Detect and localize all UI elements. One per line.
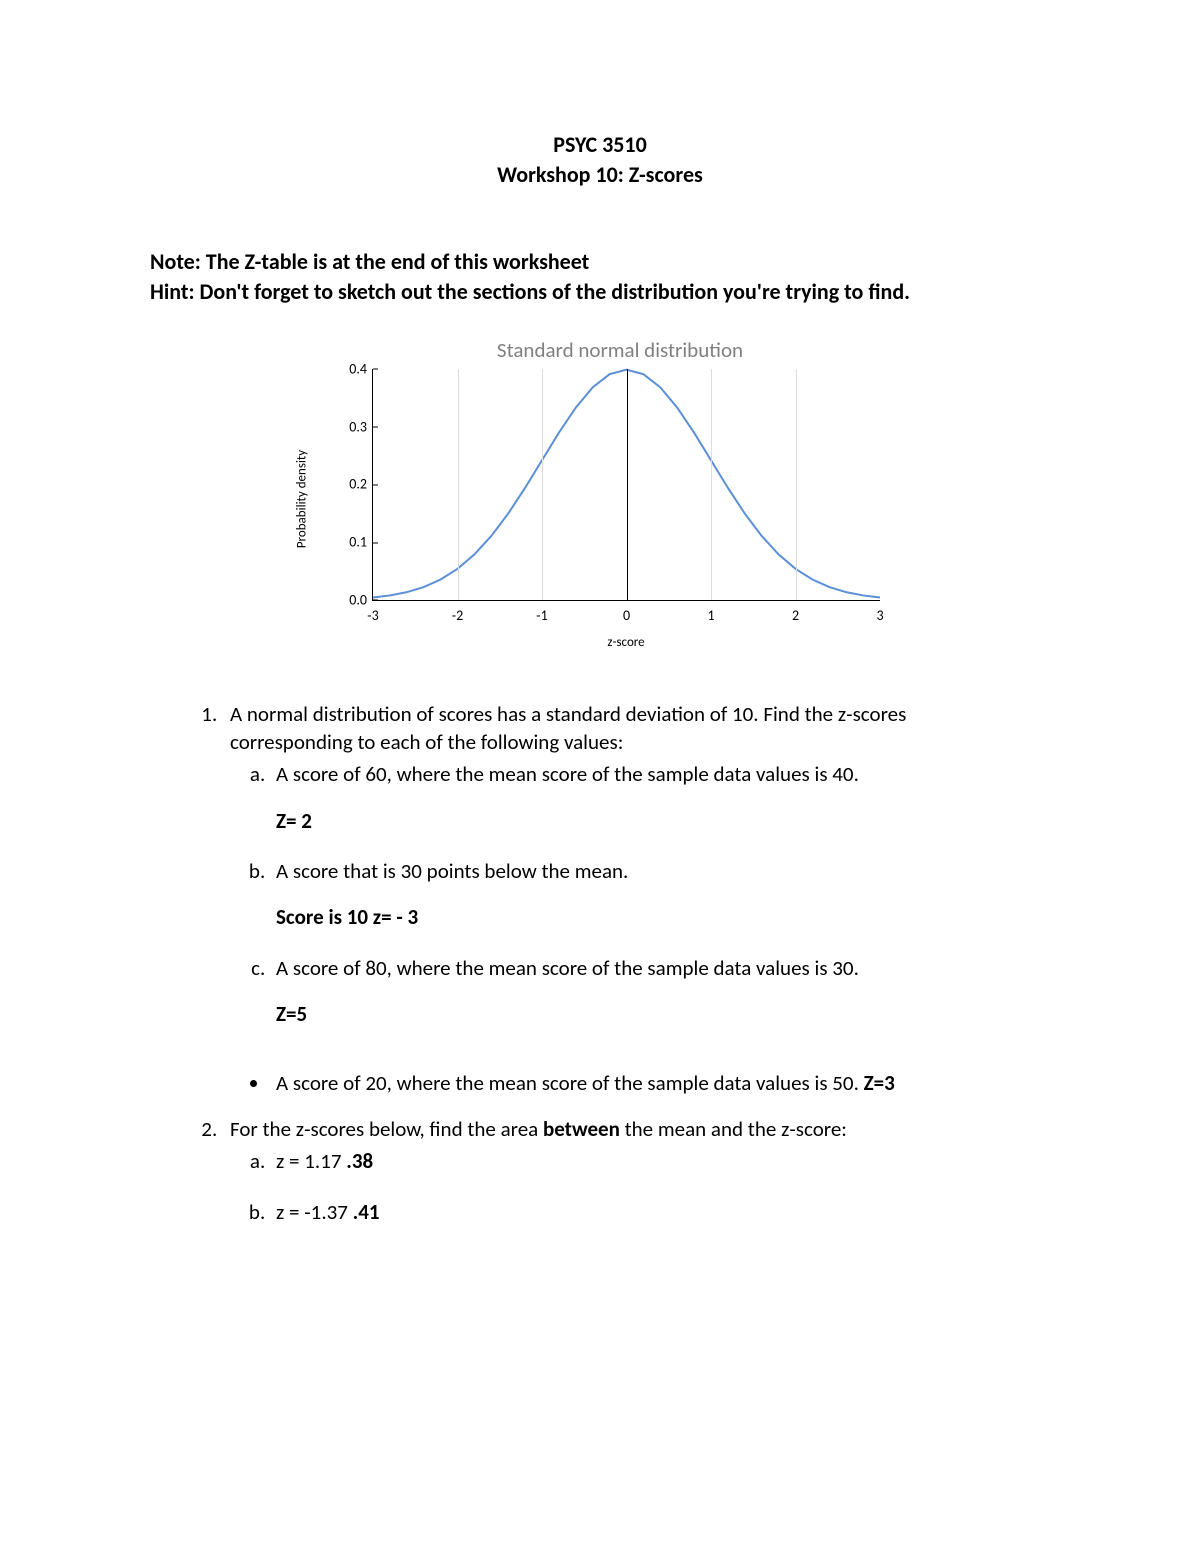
- hint-line: Hint: Don't forget to sketch out the sec…: [150, 277, 1050, 307]
- q1-a-text: A score of 60, where the mean score of t…: [276, 761, 859, 787]
- q1-bullet-text: A score of 20, where the mean score of t…: [276, 1070, 864, 1096]
- q1-c-answer: Z=5: [276, 1000, 1050, 1028]
- y-tick: 0.0: [333, 591, 367, 608]
- worksheet-page: PSYC 3510 Workshop 10: Z-scores Note: Th…: [0, 0, 1200, 1304]
- y-tick: 0.1: [333, 534, 367, 551]
- gridline: [796, 369, 797, 600]
- y-tick: 0.4: [333, 360, 367, 377]
- q1-bullet-answer: Z=3: [864, 1070, 895, 1096]
- q1-b: A score that is 30 points below the mean…: [270, 857, 1050, 932]
- notes-block: Note: The Z-table is at the end of this …: [150, 247, 1050, 306]
- x-tick: 1: [707, 607, 714, 624]
- gridline: [711, 369, 712, 600]
- q1-b-text: A score that is 30 points below the mean…: [276, 858, 628, 884]
- x-tick: 3: [876, 607, 883, 624]
- q1-c-text: A score of 80, where the mean score of t…: [276, 955, 859, 981]
- q2-stem-pre: For the z-scores below, find the area: [230, 1116, 543, 1142]
- y-tick: 0.2: [333, 476, 367, 493]
- x-tick: 0: [623, 607, 630, 624]
- q1-c: A score of 80, where the mean score of t…: [270, 954, 1050, 1029]
- question-1: A normal distribution of scores has a st…: [222, 700, 1050, 1097]
- y-axis-label: Probability density: [295, 450, 310, 548]
- plot-region: 0.00.10.20.30.4-3-2-10123: [372, 369, 880, 601]
- q2-stem-bold: between: [543, 1116, 620, 1142]
- q1-a-answer: Z= 2: [276, 807, 1050, 835]
- q2-subparts: z = 1.17 .38 z = -1.37 .41: [230, 1147, 1050, 1226]
- gridline: [458, 369, 459, 600]
- question-2: For the z-scores below, find the area be…: [222, 1115, 1050, 1226]
- q1-b-answer: Score is 10 z= - 3: [276, 903, 1050, 931]
- question-list: A normal distribution of scores has a st…: [150, 700, 1050, 1226]
- page-header: PSYC 3510 Workshop 10: Z-scores: [150, 130, 1050, 189]
- chart-area: Probability density 0.00.10.20.30.4-3-2-…: [320, 369, 880, 629]
- q1-bullet: A score of 20, where the mean score of t…: [270, 1069, 1050, 1097]
- x-tick: 2: [792, 607, 799, 624]
- q1-stem-b: corresponding to each of the following v…: [230, 729, 623, 755]
- q2-a-answer: .38: [346, 1148, 373, 1174]
- normal-distribution-chart: Standard normal distribution Probability…: [320, 337, 880, 650]
- x-tick: -1: [536, 607, 547, 624]
- q2-stem-post: the mean and the z-score:: [620, 1116, 847, 1142]
- chart-title: Standard normal distribution: [320, 337, 880, 363]
- x-axis-label: z-score: [320, 635, 880, 650]
- q2-b-text: z = -1.37: [276, 1199, 353, 1225]
- x-tick: -2: [452, 607, 463, 624]
- gridline: [542, 369, 543, 600]
- q2-b: z = -1.37 .41: [270, 1198, 1050, 1226]
- q2-b-answer: .41: [353, 1199, 380, 1225]
- center-line: [627, 369, 628, 600]
- y-tick: 0.3: [333, 418, 367, 435]
- note-line: Note: The Z-table is at the end of this …: [150, 247, 1050, 277]
- q1-bullet-list: A score of 20, where the mean score of t…: [230, 1069, 1050, 1097]
- q1-subparts: A score of 60, where the mean score of t…: [230, 760, 1050, 1028]
- q1-a: A score of 60, where the mean score of t…: [270, 760, 1050, 835]
- x-tick: -3: [367, 607, 378, 624]
- worksheet-title: Workshop 10: Z-scores: [150, 160, 1050, 190]
- course-code: PSYC 3510: [150, 130, 1050, 160]
- q2-a: z = 1.17 .38: [270, 1147, 1050, 1175]
- q1-stem-a: A normal distribution of scores has a st…: [230, 701, 906, 727]
- q2-a-text: z = 1.17: [276, 1148, 346, 1174]
